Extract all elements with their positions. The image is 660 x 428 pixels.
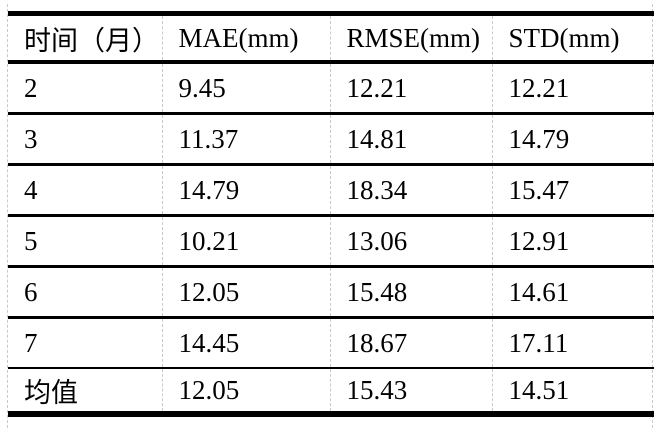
cell-time: 6 xyxy=(8,266,162,319)
metrics-table: 时间（月） MAE(mm) RMSE(mm) STD(mm) 2 9.45 12… xyxy=(8,11,654,417)
cell-rmse: 12.21 xyxy=(329,62,492,115)
cell-mae: 12.05 xyxy=(161,266,330,319)
table-row-month-7: 7 14.45 18.67 17.11 xyxy=(8,317,654,369)
cell-std: 12.21 xyxy=(491,62,654,115)
cell-rmse: 18.67 xyxy=(329,317,492,369)
cell-mae: 14.79 xyxy=(161,164,330,217)
cell-rmse: 14.81 xyxy=(329,113,492,166)
cell-rmse: 15.48 xyxy=(329,266,492,319)
cell-mae: 9.45 xyxy=(161,62,330,115)
header-row: 时间（月） MAE(mm) RMSE(mm) STD(mm) xyxy=(8,13,654,64)
cell-std: 14.51 xyxy=(491,368,654,414)
cell-std: 17.11 xyxy=(491,317,654,369)
table-body: 2 9.45 12.21 12.21 3 11.37 14.81 14.79 4… xyxy=(8,62,654,414)
cell-std: 12.91 xyxy=(491,215,654,268)
cell-mae: 11.37 xyxy=(161,113,330,166)
table-row-month-4: 4 14.79 18.34 15.47 xyxy=(8,164,654,217)
cell-time: 5 xyxy=(8,215,162,268)
table-row-month-3: 3 11.37 14.81 14.79 xyxy=(8,113,654,166)
table-row-month-5: 5 10.21 13.06 12.91 xyxy=(8,215,654,268)
column-header-rmse: RMSE(mm) xyxy=(329,13,492,64)
cell-rmse: 15.43 xyxy=(329,368,492,414)
cell-std: 14.61 xyxy=(491,266,654,319)
cell-mae: 10.21 xyxy=(161,215,330,268)
cell-std: 15.47 xyxy=(491,164,654,217)
column-header-mae: MAE(mm) xyxy=(161,13,330,64)
cell-time: 7 xyxy=(8,317,162,369)
table-header: 时间（月） MAE(mm) RMSE(mm) STD(mm) xyxy=(8,13,654,64)
cell-time: 3 xyxy=(8,113,162,166)
metrics-table-container: 时间（月） MAE(mm) RMSE(mm) STD(mm) 2 9.45 12… xyxy=(7,4,654,428)
cell-time: 4 xyxy=(8,164,162,217)
cell-std: 14.79 xyxy=(491,113,654,166)
column-header-std: STD(mm) xyxy=(491,13,654,64)
table-row-month-6: 6 12.05 15.48 14.61 xyxy=(8,266,654,319)
table-row-month-2: 2 9.45 12.21 12.21 xyxy=(8,62,654,115)
cell-rmse: 13.06 xyxy=(329,215,492,268)
cell-mae: 12.05 xyxy=(161,368,330,414)
cell-time: 2 xyxy=(8,62,162,115)
column-header-time: 时间（月） xyxy=(8,13,162,64)
cell-mae: 14.45 xyxy=(161,317,330,369)
cell-time: 均值 xyxy=(24,377,78,408)
cell-rmse: 18.34 xyxy=(329,164,492,217)
table-row-mean: 均值 12.05 15.43 14.51 xyxy=(8,368,654,414)
